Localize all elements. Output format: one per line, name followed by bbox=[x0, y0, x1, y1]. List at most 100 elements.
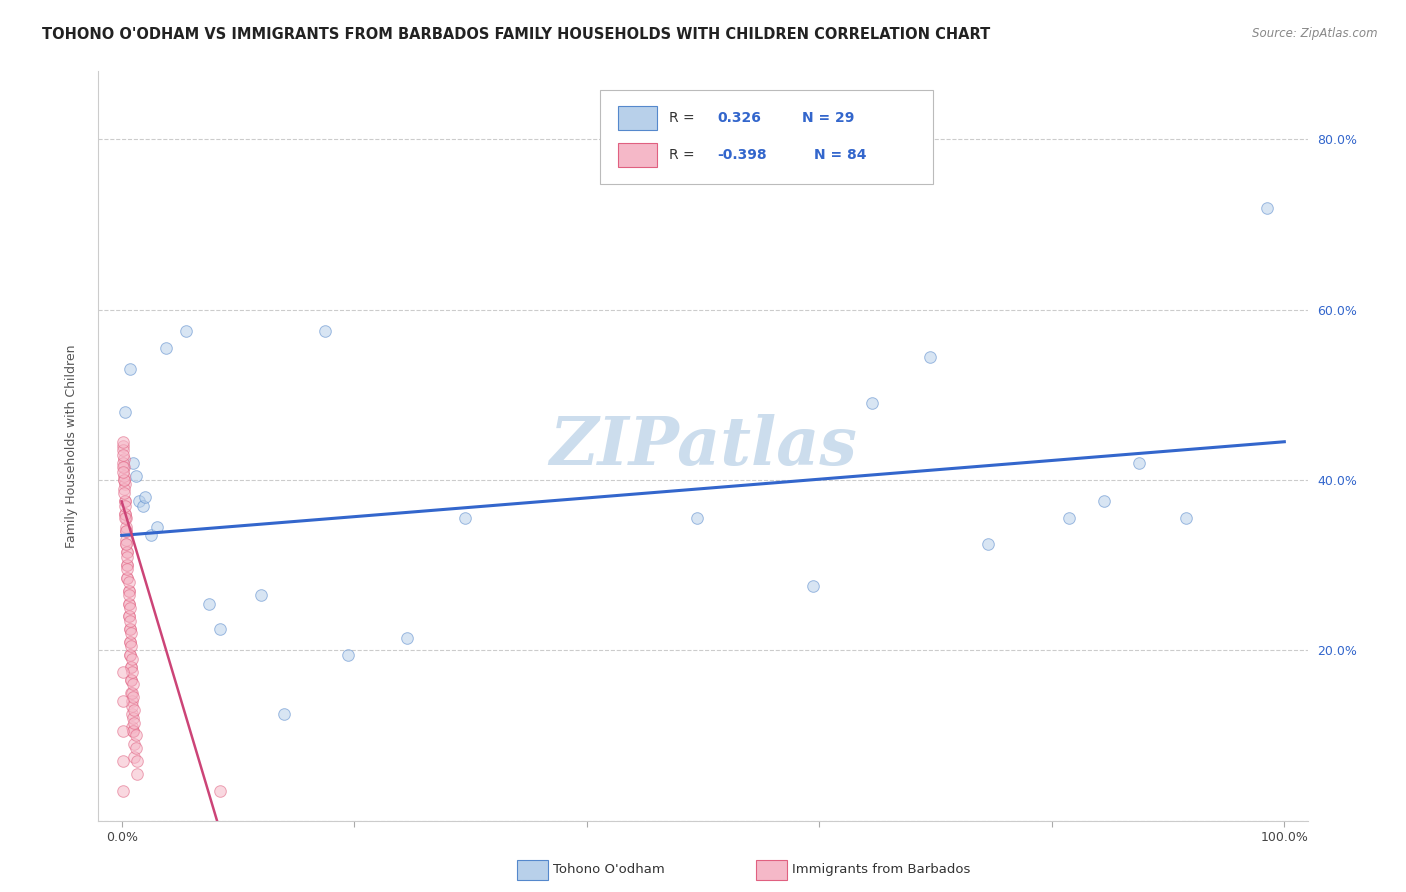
Point bbox=[118, 600, 141, 615]
FancyBboxPatch shape bbox=[600, 90, 932, 184]
Text: ZIPatlas: ZIPatlas bbox=[550, 414, 856, 478]
Point bbox=[118, 648, 141, 662]
Point bbox=[209, 622, 232, 636]
Text: R =: R = bbox=[669, 111, 699, 125]
Point bbox=[198, 597, 221, 611]
Point bbox=[124, 737, 146, 751]
Point bbox=[111, 448, 134, 462]
Text: Source: ZipAtlas.com: Source: ZipAtlas.com bbox=[1253, 27, 1378, 40]
Point bbox=[124, 729, 146, 743]
FancyBboxPatch shape bbox=[619, 144, 657, 168]
Point bbox=[111, 465, 134, 479]
Point bbox=[124, 741, 146, 756]
Point bbox=[121, 698, 143, 713]
Point bbox=[115, 533, 138, 547]
Point bbox=[114, 507, 136, 521]
Point bbox=[131, 499, 153, 513]
Point bbox=[115, 520, 138, 534]
Point bbox=[115, 511, 138, 525]
Point bbox=[122, 724, 145, 739]
Point bbox=[111, 434, 134, 449]
Text: R =: R = bbox=[669, 148, 699, 162]
Point bbox=[118, 583, 141, 598]
Point bbox=[124, 703, 146, 717]
Point bbox=[155, 341, 177, 355]
Point bbox=[111, 665, 134, 679]
Point bbox=[453, 511, 475, 525]
Point bbox=[111, 694, 134, 708]
Point bbox=[124, 468, 146, 483]
Point bbox=[118, 622, 141, 636]
Text: -0.398: -0.398 bbox=[717, 148, 768, 162]
Point bbox=[122, 724, 145, 739]
Point bbox=[117, 571, 139, 585]
Point bbox=[118, 583, 141, 598]
Point bbox=[128, 494, 150, 508]
Point bbox=[118, 597, 141, 611]
Point bbox=[118, 648, 141, 662]
Point bbox=[145, 520, 167, 534]
Point bbox=[114, 405, 136, 419]
Point bbox=[1057, 511, 1080, 525]
Point bbox=[1092, 494, 1115, 508]
Point bbox=[121, 652, 143, 666]
Point bbox=[124, 715, 146, 730]
Point bbox=[918, 350, 941, 364]
Point bbox=[112, 468, 135, 483]
Point bbox=[395, 631, 418, 645]
Point bbox=[125, 754, 148, 768]
Point bbox=[121, 665, 143, 679]
Point bbox=[1256, 201, 1278, 215]
Point bbox=[1128, 456, 1150, 470]
Point bbox=[117, 562, 139, 576]
Point bbox=[112, 473, 135, 487]
Point bbox=[1174, 511, 1197, 525]
Point bbox=[120, 639, 142, 653]
Point bbox=[121, 707, 143, 722]
Point bbox=[122, 690, 145, 705]
Point bbox=[114, 477, 136, 491]
Point bbox=[120, 660, 142, 674]
Point bbox=[111, 784, 134, 798]
Point bbox=[209, 784, 232, 798]
Point bbox=[118, 362, 141, 376]
Point bbox=[118, 614, 141, 628]
Point bbox=[124, 749, 146, 764]
Text: TOHONO O'ODHAM VS IMMIGRANTS FROM BARBADOS FAMILY HOUSEHOLDS WITH CHILDREN CORRE: TOHONO O'ODHAM VS IMMIGRANTS FROM BARBAD… bbox=[42, 27, 990, 42]
Point bbox=[118, 609, 141, 624]
Point bbox=[117, 571, 139, 585]
Point bbox=[121, 686, 143, 700]
Point bbox=[118, 575, 141, 590]
Point bbox=[120, 673, 142, 688]
Point bbox=[120, 626, 142, 640]
Point bbox=[112, 482, 135, 496]
Point bbox=[337, 648, 360, 662]
Text: 0.326: 0.326 bbox=[717, 111, 762, 125]
Point bbox=[115, 524, 138, 538]
Point bbox=[118, 588, 141, 602]
Point bbox=[111, 724, 134, 739]
Point bbox=[118, 609, 141, 624]
Point bbox=[111, 443, 134, 458]
Point bbox=[120, 673, 142, 688]
Point bbox=[977, 537, 1000, 551]
Point bbox=[314, 324, 336, 338]
Y-axis label: Family Households with Children: Family Households with Children bbox=[65, 344, 77, 548]
Point bbox=[118, 635, 141, 649]
Point bbox=[117, 549, 139, 564]
Point bbox=[112, 460, 135, 475]
Point bbox=[118, 622, 141, 636]
Text: Tohono O'odham: Tohono O'odham bbox=[553, 863, 664, 876]
Point bbox=[115, 537, 138, 551]
Point bbox=[122, 677, 145, 691]
Point bbox=[121, 694, 143, 708]
Point bbox=[117, 545, 139, 559]
Point bbox=[112, 451, 135, 466]
Point bbox=[111, 754, 134, 768]
Text: N = 84: N = 84 bbox=[814, 148, 866, 162]
Point bbox=[114, 507, 136, 521]
Point bbox=[117, 558, 139, 573]
Point bbox=[139, 528, 162, 542]
Point bbox=[118, 597, 141, 611]
Point bbox=[112, 460, 135, 475]
